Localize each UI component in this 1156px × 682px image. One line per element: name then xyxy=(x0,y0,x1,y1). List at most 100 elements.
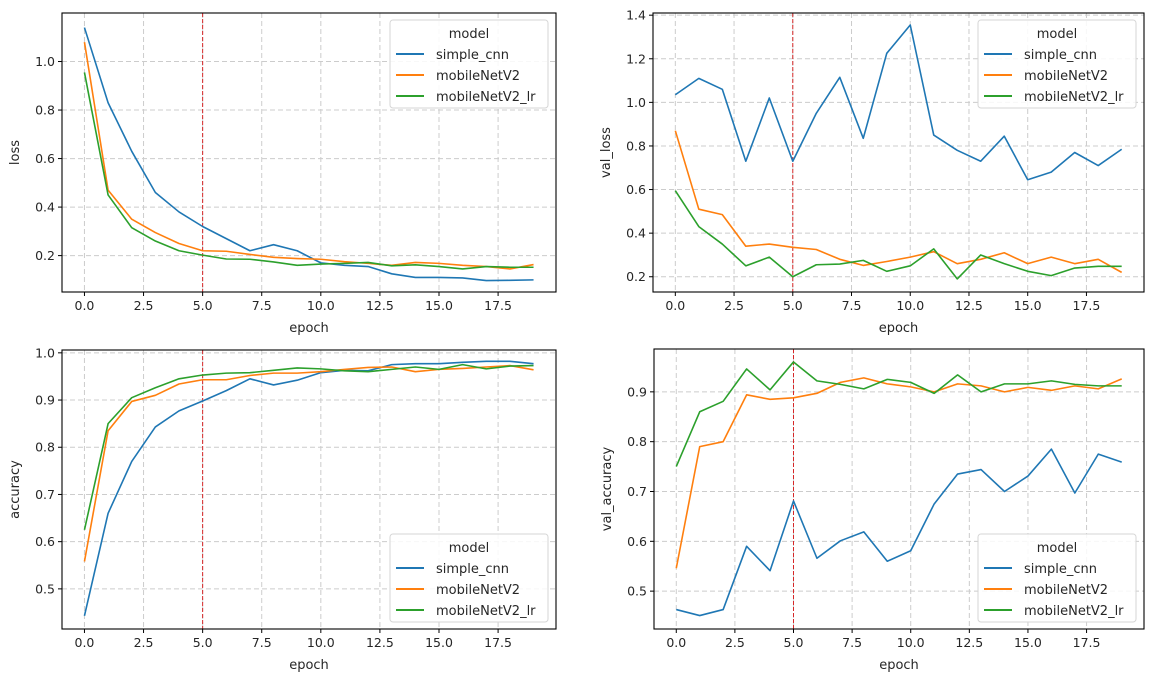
series-line-mobilenetv2-lr xyxy=(675,361,1122,467)
x-tick-label: 15.0 xyxy=(1014,635,1042,650)
legend-label: mobileNetV2_lr xyxy=(1024,604,1124,619)
legend-label: simple_cnn xyxy=(436,562,509,577)
x-tick-label: 15.0 xyxy=(425,635,453,650)
legend-box xyxy=(389,19,549,109)
y-tick-label: 0.4 xyxy=(35,200,55,215)
y-tick-label: 0.5 xyxy=(627,584,647,599)
x-tick-label: 10.0 xyxy=(307,635,335,650)
series-line-mobilenetv2 xyxy=(83,41,534,270)
y-tick-label: 0.6 xyxy=(627,534,647,549)
x-tick-label: 17.5 xyxy=(1073,635,1101,650)
y-tick-label: 0.5 xyxy=(35,581,55,596)
y-tick-label: 1.0 xyxy=(35,345,55,360)
x-tick-label: 2.5 xyxy=(724,298,744,313)
legend-box xyxy=(389,533,549,623)
x-tick-label: 5.0 xyxy=(784,635,804,650)
y-axis-label: val_loss xyxy=(599,127,614,178)
y-tick-label: 1.0 xyxy=(35,54,55,69)
y-tick-label: 1.4 xyxy=(626,8,646,23)
y-tick-label: 0.6 xyxy=(35,534,55,549)
axes-frame xyxy=(652,12,1145,293)
y-tick-label: 0.9 xyxy=(627,384,647,399)
legend-box xyxy=(977,19,1137,109)
legend-label: mobileNetV2 xyxy=(1024,583,1108,598)
x-axis-label: epoch xyxy=(289,321,329,336)
y-axis-label: val_accuracy xyxy=(600,446,615,531)
series-line-mobilenetv2-lr xyxy=(83,363,534,531)
x-tick-label: 2.5 xyxy=(725,635,745,650)
legend-label: simple_cnn xyxy=(1024,48,1097,63)
legend-label: mobileNetV2_lr xyxy=(1024,90,1124,105)
chart-val-loss: 0.0 2.5 5.0 7.5 10.0 12.5 15.0 17.5 0.2 0.4 0.6 0.8… xyxy=(599,8,1145,336)
y-tick-label: 0.7 xyxy=(627,484,647,499)
y-tick-label: 1.2 xyxy=(626,51,646,66)
legend: model simple_cnn mobileNetV2 mobileNetV2_lr xyxy=(977,533,1137,623)
x-tick-label: 2.5 xyxy=(134,298,154,313)
x-tick-label: 0.0 xyxy=(666,635,686,650)
legend-label: simple_cnn xyxy=(436,48,509,63)
y-tick-label: 0.8 xyxy=(626,138,646,153)
series-line-simple-cnn xyxy=(676,448,1122,617)
x-tick-label: 10.0 xyxy=(307,298,335,313)
x-tick-label: 0.0 xyxy=(75,635,95,650)
chart-loss: 0.0 2.5 5.0 7.5 10.0 12.5 15.0 17.5 0.2 0.4 0.6 0.8… xyxy=(8,12,557,336)
chart-val-accuracy: 0.0 2.5 5.0 7.5 10.0 12.5 15.0 17.5 0.5 0.6 0.7 0.8… xyxy=(600,348,1145,673)
y-tick-label: 1.0 xyxy=(626,95,646,110)
x-tick-label: 7.5 xyxy=(252,298,272,313)
x-tick-label: 7.5 xyxy=(842,635,862,650)
legend-label: simple_cnn xyxy=(1024,562,1097,577)
x-tick-label: 5.0 xyxy=(783,298,803,313)
series-line-simple-cnn xyxy=(83,27,534,282)
x-axis-label: epoch xyxy=(879,321,919,336)
legend-label: mobileNetV2 xyxy=(1024,69,1108,84)
y-tick-label: 0.4 xyxy=(626,226,646,241)
x-tick-label: 0.0 xyxy=(665,298,685,313)
x-tick-label: 15.0 xyxy=(1014,298,1042,313)
series-line-simple-cnn xyxy=(674,24,1123,181)
y-tick-label: 0.8 xyxy=(35,103,55,118)
y-tick-label: 0.9 xyxy=(35,393,55,408)
y-tick-label: 0.2 xyxy=(626,269,646,284)
x-tick-label: 10.0 xyxy=(897,635,925,650)
x-tick-label: 5.0 xyxy=(193,635,213,650)
y-tick-label: 0.7 xyxy=(35,487,55,502)
x-tick-label: 7.5 xyxy=(842,298,862,313)
axes-frame xyxy=(61,349,557,630)
series-line-mobilenetv2 xyxy=(674,130,1123,274)
x-tick-label: 15.0 xyxy=(425,298,453,313)
legend-title: model xyxy=(1037,27,1077,42)
x-tick-label: 5.0 xyxy=(193,298,213,313)
x-tick-label: 17.5 xyxy=(484,635,512,650)
y-tick-label: 0.8 xyxy=(627,434,647,449)
x-tick-label: 17.5 xyxy=(484,298,512,313)
x-axis-label: epoch xyxy=(289,658,329,673)
y-tick-label: 0.2 xyxy=(35,248,55,263)
series-line-mobilenetv2 xyxy=(675,377,1123,569)
legend-title: model xyxy=(449,541,489,556)
chart-accuracy: 0.0 2.5 5.0 7.5 10.0 12.5 15.0 17.5 0.5 0.6 0.7 0.8… xyxy=(8,345,557,673)
axes-frame xyxy=(653,348,1145,630)
x-tick-label: 12.5 xyxy=(955,298,983,313)
legend-title: model xyxy=(1037,541,1077,556)
legend-label: mobileNetV2_lr xyxy=(436,90,536,105)
series-line-simple-cnn xyxy=(83,360,534,616)
x-tick-label: 10.0 xyxy=(896,298,924,313)
x-tick-label: 7.5 xyxy=(252,635,272,650)
x-tick-label: 12.5 xyxy=(366,635,394,650)
x-tick-label: 17.5 xyxy=(1073,298,1101,313)
legend: model simple_cnn mobileNetV2 mobileNetV2_lr xyxy=(977,19,1137,109)
y-axis-label: loss xyxy=(8,140,23,165)
y-tick-label: 0.6 xyxy=(35,151,55,166)
legend-label: mobileNetV2 xyxy=(436,583,520,598)
x-axis-label: epoch xyxy=(879,658,919,673)
series-line-mobilenetv2-lr xyxy=(83,72,534,270)
legend-label: mobileNetV2 xyxy=(436,69,520,84)
legend: model simple_cnn mobileNetV2 mobileNetV2_lr xyxy=(389,533,549,623)
y-axis-label: accuracy xyxy=(8,460,23,519)
legend: model simple_cnn mobileNetV2 mobileNetV2_lr xyxy=(389,19,549,109)
axes-frame xyxy=(61,12,557,293)
legend-title: model xyxy=(449,27,489,42)
series-line-mobilenetv2-lr xyxy=(674,190,1122,280)
